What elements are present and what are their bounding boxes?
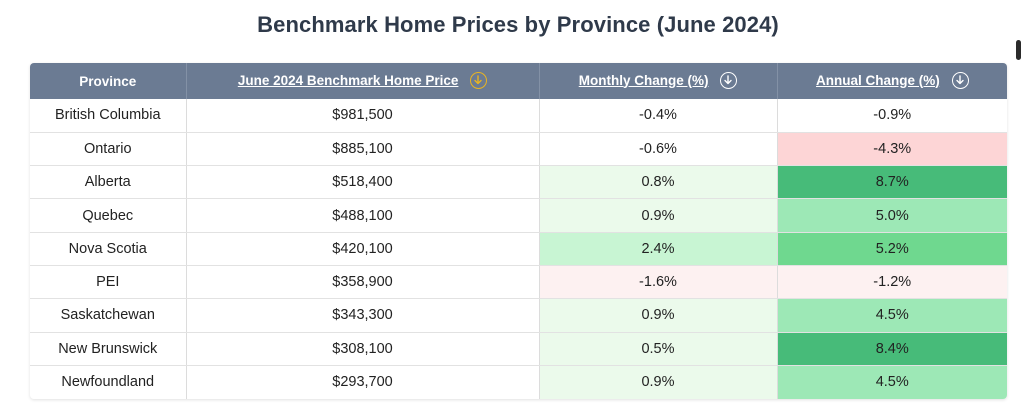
annual-change-cell: 5.2% [777, 232, 1007, 266]
table-body: British Columbia $981,500 -0.4% -0.9% Ontari… [30, 99, 1007, 399]
annual-change-cell: 5.0% [777, 198, 1007, 233]
table-row: Alberta $518,400 0.8% 8.7% [30, 165, 1007, 200]
monthly-change-cell: 2.4% [539, 232, 778, 266]
annual-change-cell: 8.7% [777, 165, 1007, 200]
header-province-label: Province [79, 73, 137, 89]
price-cell: $308,100 [186, 332, 540, 366]
sort-arrow-down-icon[interactable] [720, 71, 738, 89]
province-cell: Saskatchewan [30, 298, 187, 333]
monthly-change-cell: 0.9% [539, 298, 778, 333]
monthly-change-cell: -0.4% [539, 99, 778, 133]
monthly-change-cell: 0.5% [539, 332, 778, 366]
table-row: Newfoundland $293,700 0.9% 4.5% [30, 365, 1007, 399]
sort-arrow-down-icon[interactable] [951, 71, 969, 89]
price-cell: $358,900 [186, 265, 540, 300]
table-row: Ontario $885,100 -0.6% -4.3% [30, 132, 1007, 167]
annual-change-cell: -0.9% [777, 99, 1007, 133]
annual-change-cell: -1.2% [777, 265, 1007, 300]
header-monthly[interactable]: Monthly Change (%) [539, 63, 778, 99]
header-annual[interactable]: Annual Change (%) [777, 63, 1007, 99]
province-cell: Newfoundland [30, 365, 187, 399]
sort-arrow-down-icon[interactable] [470, 71, 488, 89]
monthly-change-cell: -0.6% [539, 132, 778, 167]
province-cell: British Columbia [30, 99, 187, 133]
price-cell: $518,400 [186, 165, 540, 200]
province-cell: Ontario [30, 132, 187, 167]
table-row: British Columbia $981,500 -0.4% -0.9% [30, 99, 1007, 133]
price-cell: $885,100 [186, 132, 540, 167]
annual-change-cell: 8.4% [777, 332, 1007, 366]
annual-change-cell: -4.3% [777, 132, 1007, 167]
header-price-label[interactable]: June 2024 Benchmark Home Price [237, 72, 459, 88]
price-cell: $981,500 [186, 99, 540, 133]
price-table-container: Province June 2024 Benchmark Home Price … [30, 63, 1007, 399]
header-monthly-label[interactable]: Monthly Change (%) [578, 72, 709, 88]
monthly-change-cell: -1.6% [539, 265, 778, 300]
table-row: New Brunswick $308,100 0.5% 8.4% [30, 332, 1007, 366]
province-cell: Alberta [30, 165, 187, 200]
province-cell: Nova Scotia [30, 232, 187, 266]
price-table: Province June 2024 Benchmark Home Price … [30, 63, 1007, 399]
price-cell: $488,100 [186, 198, 540, 233]
monthly-change-cell: 0.9% [539, 198, 778, 233]
annual-change-cell: 4.5% [777, 298, 1007, 333]
table-header-row: Province June 2024 Benchmark Home Price … [30, 63, 1007, 99]
price-cell: $420,100 [186, 232, 540, 266]
province-cell: PEI [30, 265, 187, 300]
price-cell: $293,700 [186, 365, 540, 399]
header-province: Province [30, 63, 187, 99]
price-cell: $343,300 [186, 298, 540, 333]
table-row: Nova Scotia $420,100 2.4% 5.2% [30, 232, 1007, 266]
province-cell: Quebec [30, 198, 187, 233]
table-row: Saskatchewan $343,300 0.9% 4.5% [30, 298, 1007, 333]
header-annual-label[interactable]: Annual Change (%) [815, 72, 940, 88]
table-row: Quebec $488,100 0.9% 5.0% [30, 198, 1007, 233]
table-title: Benchmark Home Prices by Province (June … [257, 12, 779, 37]
header-price[interactable]: June 2024 Benchmark Home Price [186, 63, 540, 99]
scrollbar-thumb[interactable] [1016, 40, 1021, 60]
annual-change-cell: 4.5% [777, 365, 1007, 399]
monthly-change-cell: 0.8% [539, 165, 778, 200]
province-cell: New Brunswick [30, 332, 187, 366]
monthly-change-cell: 0.9% [539, 365, 778, 399]
table-row: PEI $358,900 -1.6% -1.2% [30, 265, 1007, 300]
